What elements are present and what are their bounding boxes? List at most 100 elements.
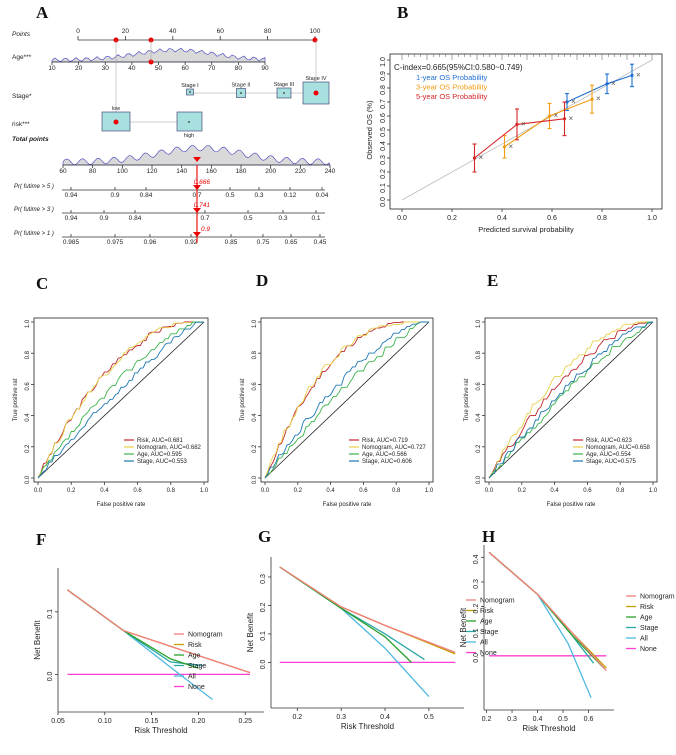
dropline-arrow — [193, 208, 201, 213]
roc-y-tick-label: 0.0 — [25, 475, 31, 484]
dca-y-tick-label: 0.0 — [260, 659, 267, 669]
stage-level-label: Stage II — [232, 83, 251, 89]
probability-value-label: 0.666 — [194, 179, 211, 186]
dca-curve — [279, 566, 412, 663]
roc-y-tick-label: 0.8 — [476, 350, 482, 359]
calibration-point — [590, 97, 594, 101]
dropline-arrow — [193, 232, 201, 237]
dca-curve — [488, 551, 595, 664]
panel-letter-c: C — [36, 274, 49, 293]
panel-letter-b: B — [397, 3, 409, 22]
probability-tick-label: 0.9 — [99, 215, 108, 222]
stage-level-label: Stage III — [274, 82, 295, 88]
roc-diagonal — [488, 321, 654, 479]
dca-x-tick-label: 0.4 — [533, 716, 543, 723]
dca-y-label: Net Benefit — [246, 612, 255, 652]
panel-letter-f: F — [36, 530, 47, 549]
calibration-observed-mark: × — [509, 142, 514, 151]
dca-x-label: Risk Threshold — [341, 722, 394, 731]
roc-y-tick-label: 0.4 — [252, 413, 258, 422]
total-points-tick-label: 200 — [265, 168, 276, 175]
roc-y-label: True positive rat — [13, 378, 19, 421]
dca-y-label: Net Benefit — [33, 619, 42, 659]
calibration-observed-mark: × — [571, 97, 576, 106]
roc-x-label: False positive rate — [547, 502, 596, 508]
calibration-point — [562, 117, 567, 121]
probability-tick-label: 0.1 — [311, 215, 320, 222]
calibration-y-tick-label: 0.2 — [380, 169, 387, 179]
calibration-y-tick-label: 0.7 — [380, 99, 387, 109]
dca-y-tick-label: 0.2 — [473, 604, 480, 614]
points-tick-label: 20 — [122, 28, 130, 35]
dca-legend-label: None — [480, 650, 497, 657]
roc-x-tick-label: 1.0 — [425, 488, 434, 494]
age-tick-label: 20 — [75, 65, 83, 72]
points-tick-label: 60 — [217, 28, 225, 35]
dca-y-tick-label: 0.2 — [260, 602, 267, 612]
total-points-tick-label: 60 — [59, 168, 67, 175]
dca-legend-label: Age — [480, 619, 493, 626]
age-tick-label: 10 — [48, 65, 56, 72]
probability-tick-label: 0.84 — [129, 215, 142, 222]
probability-tick-label: 0.65 — [285, 239, 298, 246]
calibration-y-tick-label: 0.4 — [380, 141, 387, 151]
roc-curve — [37, 321, 204, 479]
roc-curve — [37, 321, 204, 479]
roc-legend-label: Risk, AUC=0.623 — [586, 438, 633, 444]
calibration-point — [565, 100, 569, 104]
risk-level-label: low — [112, 106, 120, 112]
roc-y-tick-label: 1.0 — [476, 319, 482, 328]
dca-legend-label: Nomogram — [640, 594, 675, 601]
roc-diagonal — [264, 321, 430, 479]
dca-x-label: Risk Threshold — [522, 724, 575, 733]
calibration-point — [502, 145, 507, 149]
calibration-point — [515, 122, 519, 126]
probability-tick-label: 0.94 — [65, 192, 78, 199]
roc-x-tick-label: 0.6 — [583, 488, 592, 494]
dca-curve — [67, 589, 251, 674]
roc-legend-label: Risk, AUC=0.719 — [362, 438, 409, 444]
roc-x-tick-label: 0.4 — [550, 488, 559, 494]
probability-tick-label: 0.9 — [110, 192, 119, 199]
dca-x-tick-label: 0.3 — [336, 714, 346, 721]
age-tick-label: 30 — [102, 65, 110, 72]
roc-curve — [264, 321, 429, 479]
dca-y-tick-label: 0.0 — [473, 653, 480, 663]
roc-x-tick-label: 0.6 — [359, 488, 368, 494]
probability-tick-label: 0.5 — [243, 215, 252, 222]
points-tick-label: 100 — [310, 28, 321, 35]
calibration-observed-mark: × — [554, 111, 559, 120]
dca-curve — [279, 566, 456, 655]
calibration-legend-label: 3-year OS Probability — [416, 83, 488, 92]
calibration-x-tick-label: 0.0 — [397, 215, 407, 222]
risk-level-label: high — [184, 133, 194, 139]
panel-letter-e: E — [487, 271, 499, 290]
calibration-legend-label: 5-year OS Probability — [416, 92, 488, 101]
dca-y-tick-label: 0.1 — [47, 609, 54, 619]
risk-dot-low — [113, 119, 119, 125]
probability-tick-label: 0.04 — [316, 192, 329, 199]
roc-legend-label: Age, AUC=0.595 — [137, 452, 183, 458]
dca-legend-label: Risk — [640, 604, 654, 611]
nomogram-row-label: Total points — [12, 136, 49, 143]
probability-tick-label: 0.12 — [284, 192, 297, 199]
total-points-tick-label: 180 — [236, 168, 247, 175]
dca-legend-label: Risk — [188, 642, 202, 649]
stage-dot — [240, 92, 242, 94]
age-tick-label: 50 — [155, 65, 163, 72]
calibration-point — [605, 82, 609, 86]
points-tick-label: 40 — [169, 28, 177, 35]
dca-curve — [279, 566, 430, 698]
age-tick-label: 90 — [261, 65, 269, 72]
calibration-frame — [389, 53, 663, 210]
calibration-observed-mark: × — [479, 153, 484, 162]
calibration-y-tick-label: 0.9 — [380, 71, 387, 81]
calibration-y-tick-label: 0.6 — [380, 113, 387, 123]
calibration-x-tick-label: 1.0 — [647, 215, 657, 222]
dca-legend-label: Stage — [480, 629, 498, 636]
roc-y-tick-label: 0.6 — [25, 382, 31, 391]
roc-legend-label: Age, AUC=0.554 — [586, 452, 632, 458]
age-tick-label: 60 — [182, 65, 190, 72]
roc-legend-label: Stage, AUC=0.553 — [137, 459, 188, 465]
